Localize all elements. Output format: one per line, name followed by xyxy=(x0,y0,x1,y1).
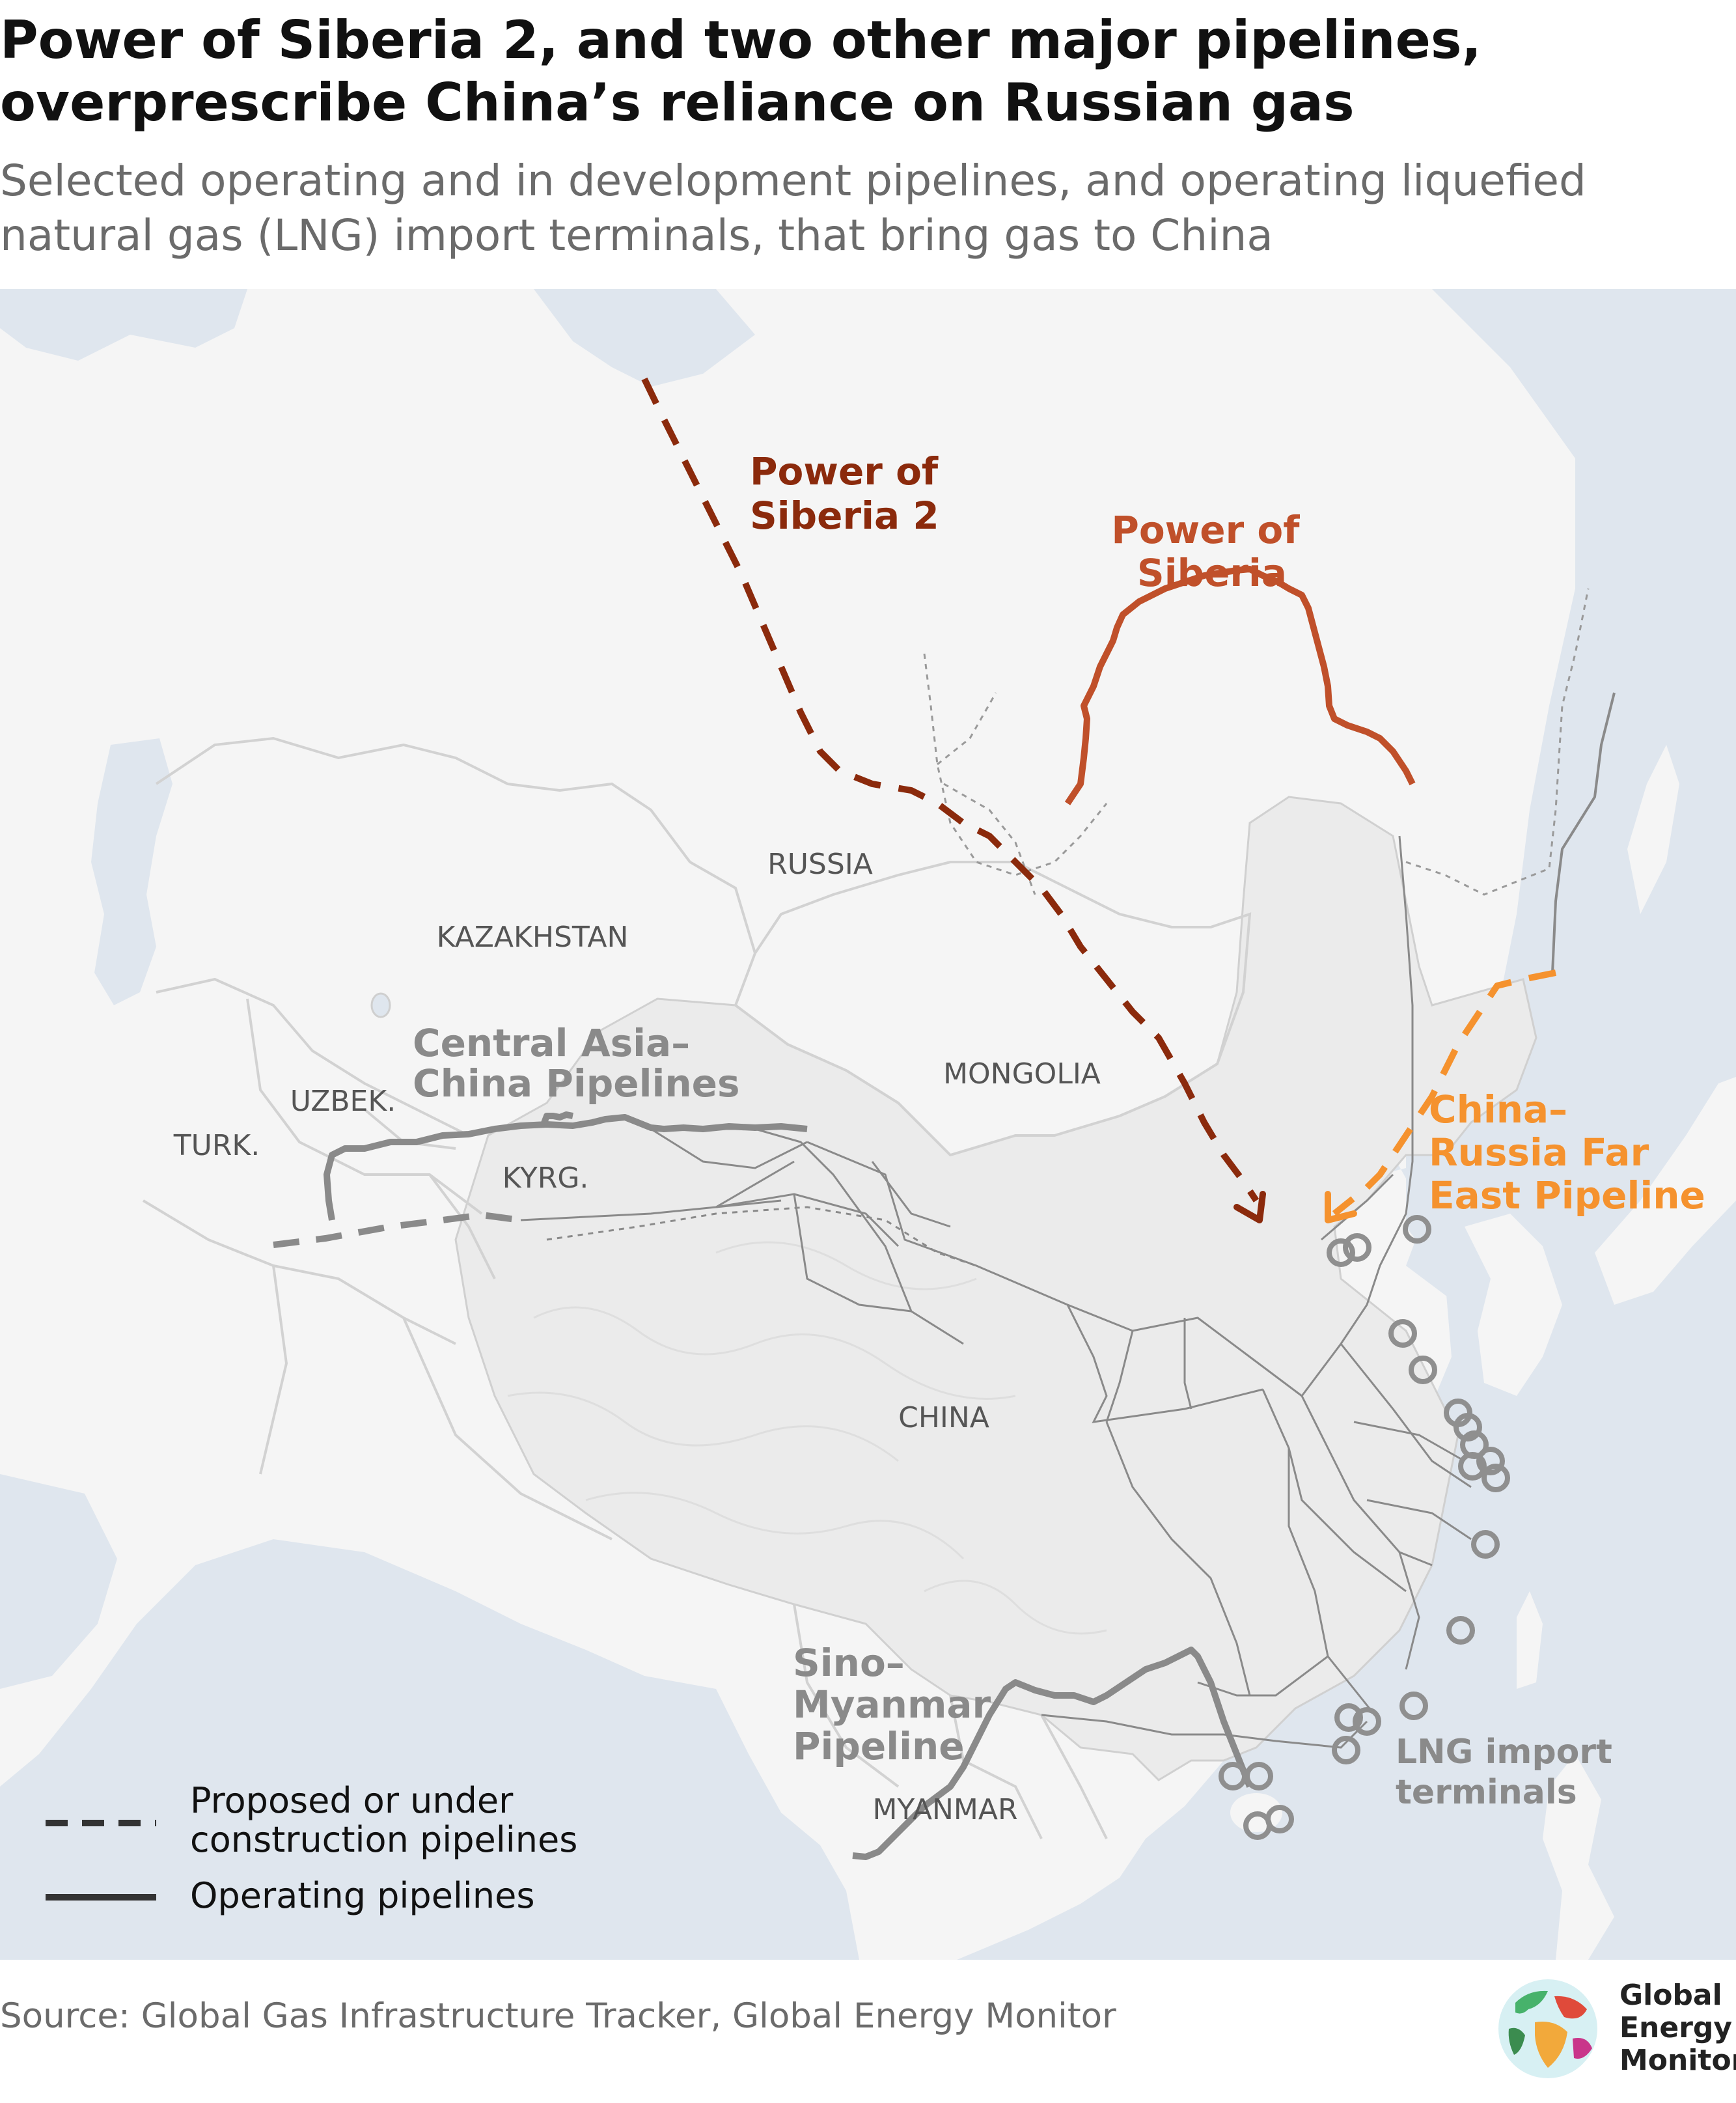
legend-line: Proposed or under xyxy=(190,1780,514,1821)
se-asia-borders xyxy=(793,1604,1108,1839)
japan xyxy=(1595,1077,1736,1305)
legend-proposed-label: Proposed or under construction pipelines xyxy=(190,1780,577,1860)
mongolia-border xyxy=(734,861,1252,1157)
label-far-east-pipeline: China– Russia Far East Pipeline xyxy=(1429,1087,1705,1218)
philippines xyxy=(1543,1754,1614,1960)
lng-terminal xyxy=(1446,1616,1475,1645)
label-mongolia: MONGOLIA xyxy=(943,1057,1101,1091)
gem-logo-text: Global Energy Monitor xyxy=(1619,1979,1736,2077)
label-uzbek: UZBEK. xyxy=(290,1085,396,1118)
label-line: China Pipelines xyxy=(413,1061,740,1106)
power-of-siberia-pipeline xyxy=(1064,566,1416,805)
gem-logo: Global Energy Monitor xyxy=(1496,1977,1736,2100)
arctic-bay-2 xyxy=(0,289,247,361)
label-line: Sino– xyxy=(793,1641,905,1685)
label-line: Central Asia– xyxy=(413,1021,690,1065)
sakhalin-pipeline xyxy=(1551,692,1616,973)
south-asia-borders xyxy=(142,1199,613,1540)
lng-terminal xyxy=(1343,1233,1371,1262)
logo-line: Global xyxy=(1619,1979,1722,2012)
logo-line: Energy xyxy=(1619,2011,1733,2044)
lng-terminal xyxy=(1334,1703,1363,1732)
label-china: CHINA xyxy=(898,1401,989,1434)
chart-title: Power of Siberia 2, and two other major … xyxy=(0,10,1481,133)
far-east-pipeline xyxy=(1332,969,1556,1216)
label-power-of-siberia: Power of Siberia xyxy=(1111,508,1312,595)
lng-terminals xyxy=(1219,1215,1510,1840)
lng-terminal xyxy=(1332,1736,1360,1764)
label-line: Russia Far xyxy=(1429,1130,1649,1175)
label-turk: TURK. xyxy=(173,1129,260,1162)
label-line: Siberia xyxy=(1137,551,1287,595)
central-asia-china-pipeline xyxy=(324,1111,808,1221)
label-line: LNG import xyxy=(1396,1733,1612,1772)
south-china-sea xyxy=(1172,1591,1536,1960)
korea xyxy=(1465,1214,1562,1396)
russia-dotted-pipelines xyxy=(923,588,1590,896)
label-line: East Pipeline xyxy=(1429,1173,1705,1218)
label-line: Power of xyxy=(1111,508,1300,552)
lng-terminal xyxy=(1353,1707,1381,1736)
label-line: Power of xyxy=(750,449,939,494)
power-of-siberia-2-arrowhead xyxy=(1233,1191,1266,1223)
sino-myanmar-pipeline xyxy=(852,1647,1253,1860)
label-line: Myanmar xyxy=(793,1682,991,1727)
label-kazakhstan: KAZAKHSTAN xyxy=(437,921,629,954)
bay-of-bengal xyxy=(521,1774,781,1960)
lng-terminal xyxy=(1403,1215,1431,1244)
legend: Proposed or under construction pipelines… xyxy=(46,1780,577,1916)
aral-sea xyxy=(370,992,391,1018)
china-domestic-pipelines xyxy=(520,835,1472,1749)
label-lng-terminals: LNG import terminals xyxy=(1396,1733,1624,1812)
label-line: China– xyxy=(1429,1087,1567,1132)
lng-terminal xyxy=(1454,1413,1482,1441)
lng-terminal xyxy=(1388,1319,1417,1348)
logo-line: Monitor xyxy=(1619,2044,1736,2077)
lng-terminal xyxy=(1327,1238,1355,1267)
globe-icon xyxy=(1498,1979,1597,2078)
caspian-sea xyxy=(91,738,172,1005)
arctic-bay xyxy=(534,289,755,387)
sakhalin xyxy=(1627,745,1679,914)
arabian-sea xyxy=(0,1474,117,1689)
power-of-siberia-2-pipeline xyxy=(641,377,1260,1203)
label-line: terminals xyxy=(1396,1773,1577,1812)
label-russia: RUSSIA xyxy=(767,848,873,881)
terrain-texture xyxy=(507,1241,1107,1635)
label-line: Pipeline xyxy=(793,1724,965,1768)
sea-of-japan xyxy=(1465,784,1736,1960)
source-note: Source: Global Gas Infrastructure Tracke… xyxy=(0,1996,1116,2036)
central-asia-proposed-pipeline xyxy=(273,1211,521,1248)
lng-terminal xyxy=(1399,1692,1428,1720)
label-sino-myanmar-pipeline: Sino– Myanmar Pipeline xyxy=(793,1641,1004,1768)
lng-terminal xyxy=(1471,1530,1500,1559)
legend-operating-label: Operating pipelines xyxy=(190,1875,535,1916)
label-power-of-siberia-2: Power of Siberia 2 xyxy=(750,449,951,538)
lng-terminal xyxy=(1245,1762,1273,1790)
taiwan xyxy=(1517,1591,1543,1689)
lng-terminal xyxy=(1476,1447,1505,1475)
far-east-arrowhead xyxy=(1325,1191,1357,1223)
lng-terminal xyxy=(1481,1464,1510,1492)
central-asia-dotted xyxy=(546,1206,977,1267)
chart-subtitle: Selected operating and in development pi… xyxy=(0,156,1586,260)
russia-kazakhstan-border xyxy=(155,736,756,954)
label-central-asia-pipelines: Central Asia– China Pipelines xyxy=(413,1021,740,1106)
map: RUSSIA KAZAKHSTAN MONGOLIA CHINA UZBEK. … xyxy=(0,289,1736,1960)
label-myanmar: MYANMAR xyxy=(872,1793,1017,1826)
lng-terminal xyxy=(1409,1356,1437,1384)
legend-line: construction pipelines xyxy=(190,1819,577,1860)
lng-terminal xyxy=(1458,1452,1487,1481)
label-line: Siberia 2 xyxy=(750,494,939,538)
lng-terminal xyxy=(1265,1805,1294,1833)
label-kyrg: KYRG. xyxy=(503,1162,589,1195)
map-svg: RUSSIA KAZAKHSTAN MONGOLIA CHINA UZBEK. … xyxy=(0,289,1736,1960)
